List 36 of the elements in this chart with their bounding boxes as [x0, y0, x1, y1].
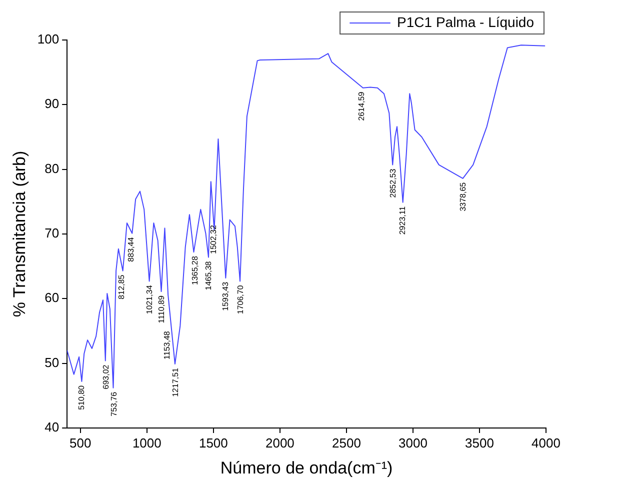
y-tick-label: 80	[44, 160, 60, 176]
annotation: 1153,48	[162, 330, 172, 360]
annotation: 753,76	[109, 391, 118, 416]
y-tick-label: 60	[44, 290, 60, 306]
annotation: 1365,28	[190, 256, 200, 286]
x-tick-label: 1000	[132, 435, 162, 450]
annotation: 1593,43	[221, 281, 230, 311]
annotation: 3378,65	[458, 182, 468, 212]
y-axis-title: % Transmitancia (arb)	[10, 150, 29, 318]
annotation: 812,85	[117, 274, 126, 300]
annotation: 883,44	[126, 236, 136, 262]
y-tick-label: 50	[44, 354, 60, 370]
annotation: 2614,59	[356, 91, 366, 121]
annotation: 1502,32	[208, 224, 218, 254]
x-tick-label: 2000	[265, 435, 294, 450]
annotation: 1021,34	[144, 284, 154, 314]
x-tick-label: 1500	[198, 435, 228, 450]
y-tick-label: 40	[44, 420, 60, 435]
x-tick-label: 4000	[532, 435, 560, 450]
x-axis-title: Número de onda(cm⁻¹)	[220, 458, 393, 478]
y-tick-label: 100	[37, 32, 60, 47]
annotation: 2852,53	[388, 168, 398, 198]
annotation: 693,02	[101, 364, 110, 390]
y-tick-label: 70	[44, 226, 60, 241]
legend-label: P1C1 Palma - Líquido	[397, 14, 534, 30]
annotation: 510,80	[77, 384, 86, 410]
annotation: 1217,51	[171, 367, 180, 397]
annotation: 1706,70	[236, 284, 246, 314]
annotation: 1465,38	[204, 260, 214, 290]
x-tick-label: 500	[70, 435, 92, 450]
annotation: 2923,11	[398, 206, 407, 235]
x-tick-label: 3500	[465, 435, 494, 450]
y-tick-label: 90	[44, 96, 60, 112]
annotation: 1110,89	[156, 295, 166, 324]
x-tick-label: 3000	[398, 435, 428, 450]
x-tick-label: 2500	[332, 435, 361, 450]
